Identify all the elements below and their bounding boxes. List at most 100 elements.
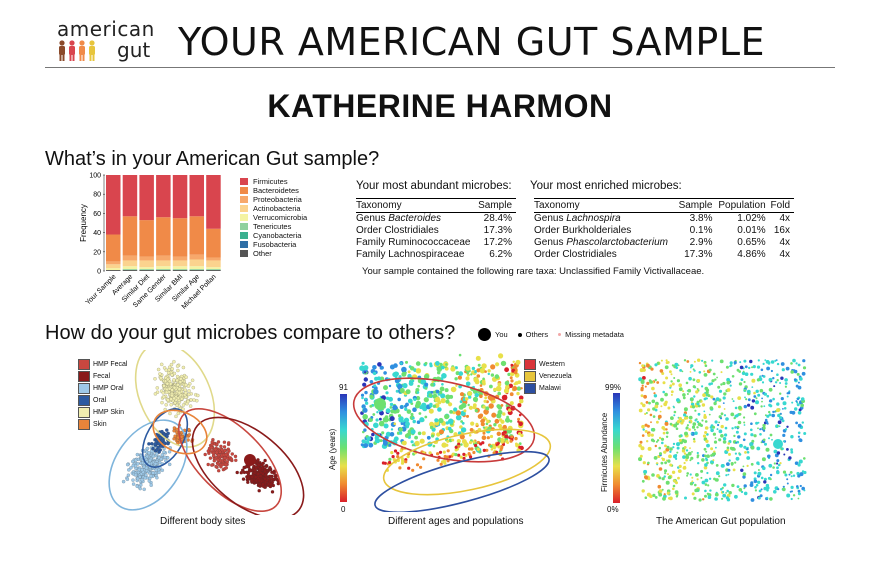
sample-point [658,492,663,497]
sample-point [473,370,477,374]
sample-point [743,445,747,449]
sample-point [668,454,672,459]
sample-point [482,377,485,381]
sample-point [404,433,409,438]
age-scale-min: 0 [341,505,346,514]
sample-point [472,440,476,444]
sample-point [729,361,733,365]
sample-point [390,451,394,455]
sample-point [216,458,220,462]
sample-point [411,468,415,472]
sample-point [186,384,191,388]
sample-point [660,359,663,362]
sample-point [685,458,688,462]
sample-point [683,452,687,455]
sample-point [795,400,798,403]
sample-point [256,472,260,476]
sample-point [769,497,773,501]
sample-point [765,421,769,424]
sample-point [468,434,472,437]
sample-point [704,454,707,458]
sample-point [372,371,377,376]
sample-point [777,420,782,425]
sample-point [799,472,804,477]
point-legend: You Others Missing metadata [478,328,624,341]
sample-point [683,413,687,417]
sample-point [177,391,182,395]
sample-point [505,440,509,444]
sample-point [786,478,789,481]
sample-point [797,492,801,496]
sample-point [790,448,793,452]
sample-point [779,462,782,465]
sample-point [689,371,692,373]
sample-point [149,474,153,478]
sample-point [473,377,479,383]
sample-point [724,433,728,437]
sample-point [508,408,512,412]
bar-segment [139,270,154,271]
sample-point [761,457,766,462]
fold-cell: 4x [779,237,790,248]
legend-label: Tenericutes [253,222,292,231]
sample-point [449,410,453,414]
sample-point [721,497,724,500]
age-axis-label: Age (years) [328,428,337,470]
sample-point [710,428,714,433]
sample-point [690,364,694,368]
sample-point [177,387,182,391]
sample-point [774,359,777,362]
sample-point [653,394,658,398]
sample-point [640,394,644,398]
sample-point [770,369,773,373]
sample-point [743,389,747,392]
sample-point [737,435,741,439]
sample-point [661,372,665,375]
sample-point [254,475,258,479]
sample-point [650,433,654,437]
sample-point [690,456,694,460]
sample-point [411,444,415,447]
sample-point [445,363,448,366]
sample-point [677,476,680,480]
bar-segment [206,257,221,261]
sample-point [784,385,787,388]
logo: american gut [55,17,165,63]
sample-point [724,426,728,430]
sample-point [703,447,707,451]
people-icon [59,40,95,61]
sample-point [682,455,686,459]
sample-point [423,397,429,403]
sample-point [723,392,727,396]
sample-point [773,462,776,465]
sample-point [712,425,716,429]
sample-point [495,362,500,367]
sample-point [394,371,399,377]
sample-point [696,379,701,383]
sample-point [638,408,643,413]
sample-point [512,360,515,363]
sample-point [746,448,749,451]
bar-segment [189,175,204,217]
sample-point [675,427,679,430]
sample-point [656,439,660,442]
rare-taxa-note: Your sample contained the following rare… [362,266,705,277]
sample-point [689,459,692,462]
legend-swatch [78,394,90,406]
sample-point [263,458,267,463]
sample-point [654,444,657,448]
sample-point [726,489,729,493]
sample-point [776,462,779,465]
sample-point [156,445,160,450]
sample-point [415,368,422,374]
abundant-microbes-table: Taxonomy Sample Genus Bacteroides 28.4% Or… [356,198,516,261]
sample-point [738,405,742,410]
sample-point [683,461,686,465]
bar-segment [206,269,221,271]
sample-point [685,449,689,452]
bar-segment [206,175,221,229]
population-cell: 4.86% [737,249,766,260]
sample-point [371,432,375,437]
sample-point [168,411,172,416]
sample-point [651,427,656,432]
